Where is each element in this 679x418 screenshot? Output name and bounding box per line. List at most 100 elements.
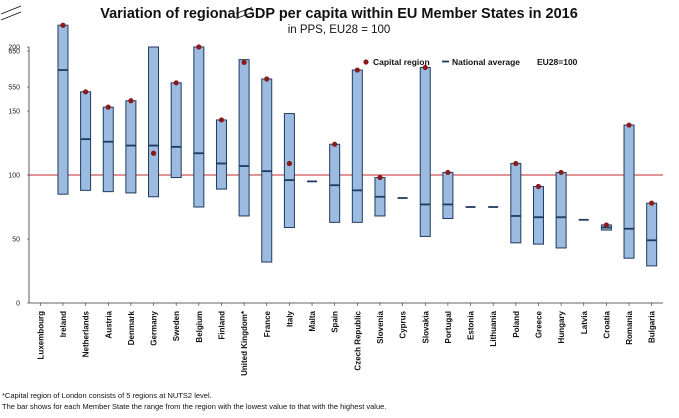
capital-region-marker xyxy=(558,169,564,176)
country-group xyxy=(193,44,205,208)
country-group xyxy=(80,89,92,191)
category-label: Latvia xyxy=(580,310,589,334)
bars-layer xyxy=(57,7,658,267)
y-tick-label: 100 xyxy=(8,172,20,179)
range-bar xyxy=(442,171,454,220)
capital-region-marker xyxy=(354,67,360,73)
capital-region-marker xyxy=(535,183,542,190)
capital-region-marker xyxy=(241,59,247,65)
category-label: Lithuania xyxy=(489,310,498,346)
capital-region-marker xyxy=(196,44,202,50)
country-group xyxy=(600,222,612,231)
category-label: Germany xyxy=(150,310,159,345)
y-tick-label: 0 xyxy=(16,300,20,307)
capital-region-marker xyxy=(332,141,338,147)
country-group xyxy=(442,169,454,220)
category-label: Cyprus xyxy=(399,310,408,338)
axis-break-mark xyxy=(0,5,22,15)
range-bar xyxy=(510,162,522,244)
chart-subtitle: in PPS, EU28 = 100 xyxy=(288,24,391,36)
category-label: Luxembourg xyxy=(36,311,45,360)
capital-region-marker xyxy=(286,160,292,167)
country-group xyxy=(419,64,431,237)
capital-region-marker xyxy=(603,222,609,228)
capital-region-marker xyxy=(218,117,225,123)
country-group xyxy=(148,46,160,198)
y-axis: 050100150200250300550650 xyxy=(0,5,663,307)
footnote-1: *Capital region of London consists of 5 … xyxy=(2,391,212,400)
y-tick-label: 550 xyxy=(8,84,20,91)
capital-region-marker xyxy=(513,160,519,167)
range-bar xyxy=(555,171,567,249)
y-tick-label: 200 xyxy=(8,44,20,51)
range-bar xyxy=(215,119,227,190)
category-label: Czech Republic xyxy=(353,310,362,370)
country-group xyxy=(57,22,69,195)
legend-capital-marker xyxy=(363,59,369,65)
category-label: Sweden xyxy=(172,311,181,341)
range-bar xyxy=(170,82,182,179)
legend-capital-label: Capital region xyxy=(373,57,430,67)
range-bar xyxy=(419,66,431,237)
category-label: Italy xyxy=(285,310,294,327)
category-label: France xyxy=(263,310,272,337)
capital-region-marker xyxy=(264,76,270,82)
capital-region-marker xyxy=(128,98,134,104)
footnote-2: The bar shows for each Member State the … xyxy=(2,402,386,411)
range-bar xyxy=(238,59,250,217)
category-label: Estonia xyxy=(467,310,476,339)
country-group xyxy=(170,80,182,179)
country-group xyxy=(329,141,341,223)
range-bar xyxy=(80,91,92,191)
country-group xyxy=(125,98,137,194)
category-label: Greece xyxy=(534,310,543,338)
country-group xyxy=(351,67,363,223)
category-label: Malta xyxy=(308,310,317,331)
chart-title: Variation of regional GDP per capita wit… xyxy=(100,6,578,22)
category-label: Austria xyxy=(104,310,113,338)
legend: Capital region National average EU28=100 xyxy=(363,57,578,67)
capital-region-marker xyxy=(422,64,428,71)
country-group xyxy=(555,169,567,249)
category-label: Spain xyxy=(331,311,340,333)
country-group xyxy=(102,104,114,193)
capital-region-marker xyxy=(60,22,66,28)
category-label: Slovakia xyxy=(421,310,430,343)
range-bar xyxy=(646,202,658,267)
category-label: Hungary xyxy=(557,310,566,343)
country-group xyxy=(623,122,635,259)
capital-region-marker xyxy=(150,150,157,156)
capital-region-marker xyxy=(377,174,383,181)
range-bar xyxy=(102,106,114,193)
capital-region-marker xyxy=(105,104,111,110)
capital-region-marker xyxy=(173,80,179,86)
range-bar xyxy=(125,100,137,194)
country-group xyxy=(215,117,227,190)
category-label: Poland xyxy=(512,311,521,338)
bar-break-mark xyxy=(235,12,253,19)
range-bar xyxy=(193,46,205,208)
country-group xyxy=(374,174,386,217)
y-tick-label: 50 xyxy=(12,236,20,243)
category-label: Portugal xyxy=(444,311,453,343)
capital-region-marker xyxy=(649,200,655,206)
range-bar xyxy=(623,124,635,259)
category-label: Finland xyxy=(217,311,226,340)
range-bar xyxy=(148,46,160,198)
category-labels: Luxembourg Ireland Netherlands Austria Denma… xyxy=(36,303,657,376)
range-bar xyxy=(532,186,544,245)
bar-break-mark xyxy=(235,7,253,14)
category-label: Belgium xyxy=(195,311,204,343)
category-label: Bulgaria xyxy=(648,310,657,343)
category-label: Netherlands xyxy=(82,310,91,357)
range-bar xyxy=(329,143,341,223)
category-label: Ireland xyxy=(59,311,68,337)
category-label: United Kingdom* xyxy=(240,310,249,376)
legend-eu-label: EU28=100 xyxy=(537,57,578,67)
category-label: Croatia xyxy=(602,310,611,338)
capital-region-marker xyxy=(445,169,451,176)
range-bar xyxy=(283,113,295,228)
legend-national-label: National average xyxy=(452,57,520,67)
capital-region-marker xyxy=(626,122,632,128)
